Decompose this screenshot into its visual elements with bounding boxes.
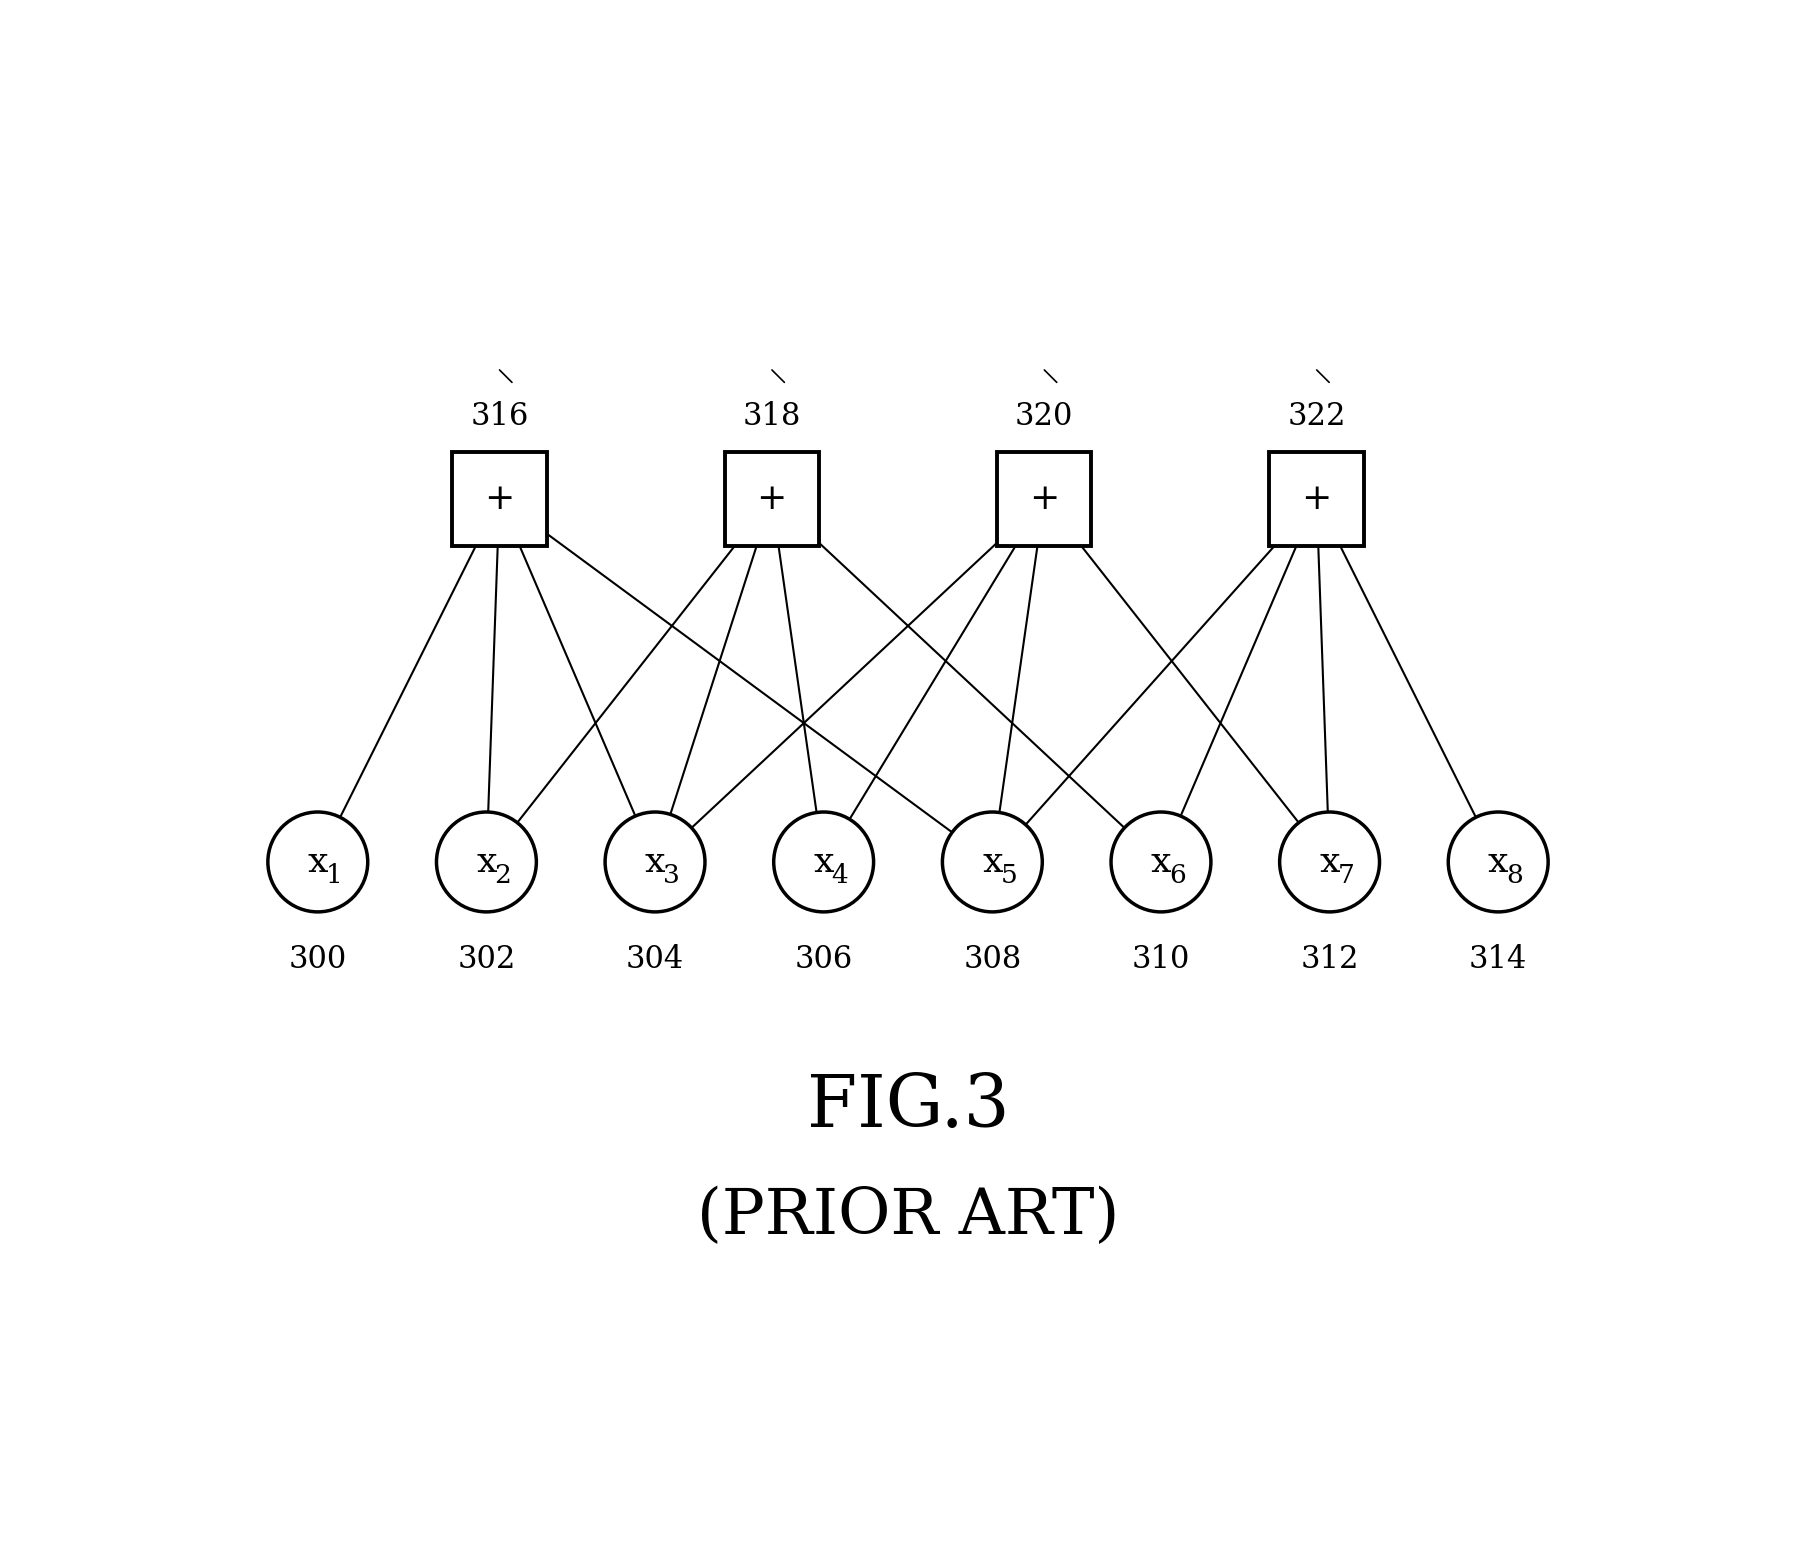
FancyBboxPatch shape xyxy=(1269,452,1364,545)
Circle shape xyxy=(605,813,705,912)
Text: 3: 3 xyxy=(663,862,679,887)
Text: x: x xyxy=(476,845,496,880)
Text: x: x xyxy=(307,845,329,880)
Text: 8: 8 xyxy=(1505,862,1524,887)
Text: 302: 302 xyxy=(458,943,516,974)
Text: x: x xyxy=(982,845,1002,880)
Circle shape xyxy=(774,813,873,912)
Text: (PRIOR ART): (PRIOR ART) xyxy=(697,1186,1119,1246)
Circle shape xyxy=(269,813,367,912)
Text: 310: 310 xyxy=(1131,943,1189,974)
Circle shape xyxy=(436,813,536,912)
Text: 7: 7 xyxy=(1338,862,1355,887)
Text: 308: 308 xyxy=(962,943,1021,974)
Text: x: x xyxy=(645,845,665,880)
Text: 312: 312 xyxy=(1300,943,1358,974)
Text: 5: 5 xyxy=(1001,862,1017,887)
FancyBboxPatch shape xyxy=(997,452,1091,545)
Text: x: x xyxy=(1151,845,1171,880)
Text: 4: 4 xyxy=(832,862,848,887)
Text: +: + xyxy=(1302,482,1331,516)
Text: x: x xyxy=(814,845,834,880)
Text: 320: 320 xyxy=(1015,401,1073,432)
Circle shape xyxy=(1280,813,1380,912)
Text: 306: 306 xyxy=(795,943,854,974)
Text: +: + xyxy=(757,482,786,516)
Text: FIG.3: FIG.3 xyxy=(806,1072,1010,1142)
Text: 314: 314 xyxy=(1469,943,1527,974)
Text: x: x xyxy=(1320,845,1340,880)
Text: 316: 316 xyxy=(470,401,528,432)
Text: 300: 300 xyxy=(289,943,347,974)
Circle shape xyxy=(1111,813,1211,912)
Text: +: + xyxy=(1030,482,1059,516)
Text: 322: 322 xyxy=(1288,401,1346,432)
Text: 1: 1 xyxy=(325,862,343,887)
FancyBboxPatch shape xyxy=(725,452,819,545)
FancyBboxPatch shape xyxy=(452,452,547,545)
Circle shape xyxy=(1449,813,1549,912)
Text: x: x xyxy=(1487,845,1509,880)
Text: 2: 2 xyxy=(494,862,510,887)
Text: 6: 6 xyxy=(1170,862,1186,887)
Circle shape xyxy=(943,813,1042,912)
Text: 304: 304 xyxy=(627,943,685,974)
Text: 318: 318 xyxy=(743,401,801,432)
Text: +: + xyxy=(485,482,514,516)
